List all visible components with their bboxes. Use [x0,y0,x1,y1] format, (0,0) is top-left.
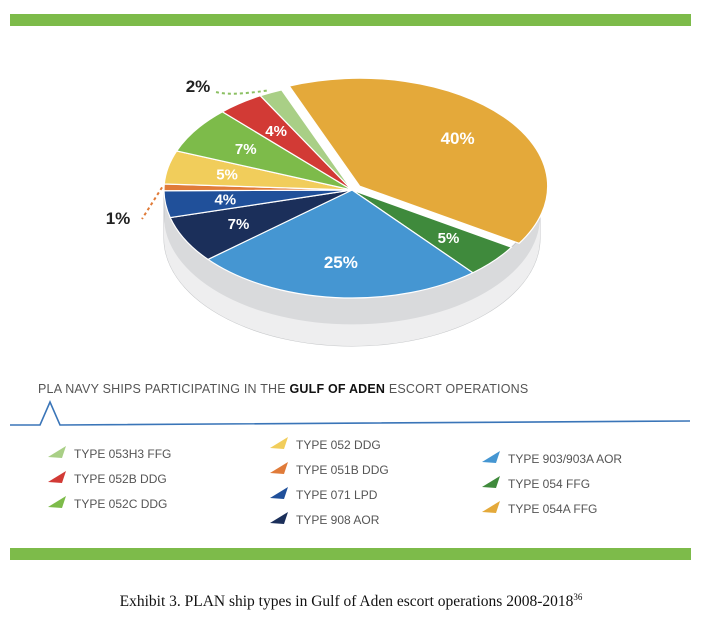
pie-wall-highlight [164,216,540,346]
caption-footnote: 36 [573,592,583,602]
legend-item: TYPE 903/903A AOR [482,451,623,466]
legend-item: TYPE 908 AOR [270,512,380,527]
callout-line [141,186,163,220]
slice-label: 5% [438,230,460,247]
slice-label: 2% [186,77,211,96]
top-green-bar [10,14,691,26]
legend-item: TYPE 054A FFG [482,501,598,516]
legend-swatch [482,451,500,463]
legend-label: TYPE 052 DDG [296,438,381,452]
legend-swatch [482,476,500,488]
legend-swatch [482,501,500,513]
legend-item: TYPE 052C DDG [48,496,168,511]
figure-caption: Exhibit 3. PLAN ship types in Gulf of Ad… [0,592,702,611]
slice-label: 5% [216,166,238,183]
legend-label: TYPE 903/903A AOR [508,452,623,466]
caption-text: Exhibit 3. PLAN ship types in Gulf of Ad… [119,593,574,611]
pie-top [163,77,549,299]
legend-label: TYPE 051B DDG [296,463,389,477]
legend-item: TYPE 052B DDG [48,471,167,486]
legend-swatch [270,512,288,524]
legend-label: TYPE 071 LPD [296,488,378,502]
pie-labels: 40% 5% 25% 7% 4% 1% 5% 7% 4% 2% [106,77,475,272]
legend-item: TYPE 054 FFG [482,476,591,491]
chart-title-before: PLA NAVY SHIPS PARTICIPATING IN THE [38,382,290,396]
legend-label: TYPE 052B DDG [74,472,167,486]
pie-slice-type-054a-ffg [288,77,549,245]
slice-label: 25% [324,253,358,272]
slice-label: 4% [214,192,236,209]
slice-label: 7% [235,141,257,158]
legend-label: TYPE 908 AOR [296,513,380,527]
pie-slice-type-053h3-ffg [259,89,353,191]
slice-label: 1% [106,209,131,228]
legend-label: TYPE 054 FFG [508,477,591,491]
chart-title-bold: GULF OF ADEN [289,382,386,396]
legend-swatch [48,496,66,508]
legend-item: TYPE 071 LPD [270,487,378,502]
legend-swatch [48,446,66,458]
pie-slice-type-903-903a-aor [206,189,475,299]
callout-line [215,89,267,95]
legend-item: TYPE 053H3 FFG [48,446,172,461]
baseline-wave [10,399,691,426]
legend-label: TYPE 054A FFG [508,502,598,516]
slice-label: 4% [265,123,287,140]
legend-item: TYPE 051B DDG [270,462,389,477]
chart-title: PLA NAVY SHIPS PARTICIPATING IN THE GULF… [38,382,528,396]
legend-swatch [48,471,66,483]
bottom-green-bar [10,548,691,560]
slice-label: 40% [441,129,475,148]
legend-item: TYPE 052 DDG [270,437,381,452]
legend-label: TYPE 052C DDG [74,497,168,511]
legend-label: TYPE 053H3 FFG [74,447,172,461]
pie-chart: 40% 5% 25% 7% 4% 1% 5% 7% 4% 2% [10,77,691,426]
legend-swatch [270,487,288,499]
legend-swatch [270,437,288,449]
chart-title-after: ESCORT OPERATIONS [385,382,529,396]
legend-swatch [270,462,288,474]
slice-label: 7% [228,216,250,233]
